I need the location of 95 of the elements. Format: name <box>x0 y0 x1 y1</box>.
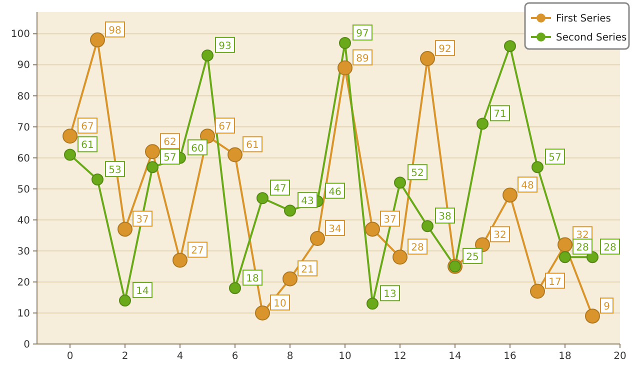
point <box>532 161 544 174</box>
data-label: 47 <box>274 184 286 195</box>
data-label: 27 <box>191 246 204 257</box>
y-tick-label: 100 <box>10 29 30 40</box>
data-label: 14 <box>136 286 149 298</box>
data-label: 93 <box>218 40 232 52</box>
point <box>585 308 600 324</box>
y-tick-label: 80 <box>17 91 30 102</box>
data-label: 9 <box>604 302 610 313</box>
x-tick-label: 2 <box>122 351 128 362</box>
point <box>64 148 76 161</box>
x-tick-label: 20 <box>614 351 626 362</box>
data-label: 57 <box>548 152 562 164</box>
data-label: 98 <box>108 25 122 36</box>
y-tick-label: 10 <box>17 308 30 320</box>
data-label: 60 <box>191 143 204 154</box>
data-label: 97 <box>356 28 369 40</box>
x-tick-label: 12 <box>394 351 406 362</box>
data-label: 62 <box>164 137 176 148</box>
data-label: 61 <box>81 140 94 152</box>
data-label: 37 <box>136 214 149 226</box>
data-label: 21 <box>301 264 314 276</box>
data-label: 67 <box>81 122 94 133</box>
y-tick-label: 40 <box>17 215 30 226</box>
data-label: 43 <box>301 196 314 208</box>
data-label: 71 <box>494 109 506 120</box>
point <box>228 147 242 162</box>
point <box>172 252 188 268</box>
point <box>119 294 131 307</box>
data-label: 48 <box>521 180 534 192</box>
point <box>559 251 571 264</box>
point <box>146 161 158 174</box>
y-tick-label: 0 <box>24 340 30 350</box>
point <box>145 144 160 160</box>
point <box>339 37 351 50</box>
point <box>366 298 378 310</box>
data-label: 46 <box>328 186 342 198</box>
data-label: 25 <box>466 252 479 263</box>
point <box>255 305 270 320</box>
point <box>62 128 78 144</box>
y-tick-label: 20 <box>17 277 30 288</box>
data-label: 57 <box>164 152 176 164</box>
data-label: 32 <box>494 230 506 242</box>
data-label: 38 <box>438 212 452 223</box>
data-label: 89 <box>356 53 369 64</box>
legend-label: First Series <box>556 14 611 24</box>
y-tick-label: 60 <box>17 153 30 164</box>
point <box>420 51 435 66</box>
point <box>394 176 406 189</box>
y-tick-label: 90 <box>17 60 30 72</box>
point <box>282 271 298 286</box>
x-tick-label: 10 <box>338 351 352 362</box>
point <box>90 32 105 48</box>
point <box>504 40 516 52</box>
data-label: 67 <box>218 122 232 133</box>
point <box>284 204 296 217</box>
point <box>338 60 352 76</box>
data-label: 28 <box>411 242 424 254</box>
point <box>502 188 518 203</box>
y-tick-label: 70 <box>17 122 30 134</box>
x-tick-label: 14 <box>448 351 462 362</box>
point <box>118 222 132 237</box>
data-label: 92 <box>438 44 452 56</box>
data-label: 18 <box>246 274 259 285</box>
point <box>392 250 408 265</box>
x-tick-label: 0 <box>66 351 74 362</box>
point <box>92 174 104 186</box>
point <box>422 220 434 232</box>
point <box>229 282 241 294</box>
x-tick-label: 8 <box>286 351 294 362</box>
y-tick-label: 50 <box>17 184 30 196</box>
data-label: 37 <box>384 214 396 226</box>
point <box>530 284 545 299</box>
data-label: 28 <box>576 242 589 254</box>
data-label: 32 <box>576 230 589 242</box>
x-tick-label: 6 <box>232 351 238 362</box>
point <box>310 231 325 246</box>
x-tick-label: 18 <box>558 351 572 362</box>
point <box>558 237 572 252</box>
data-label: 28 <box>604 242 616 254</box>
x-tick-label: 16 <box>504 351 516 362</box>
point <box>202 49 214 62</box>
data-label: 52 <box>411 168 424 180</box>
y-tick-label: 30 <box>17 246 30 258</box>
x-tick-label: 4 <box>176 351 184 362</box>
point <box>365 222 380 237</box>
data-label: 13 <box>384 289 396 300</box>
data-label: 61 <box>246 140 259 152</box>
data-label: 53 <box>108 165 122 176</box>
point <box>476 118 488 130</box>
data-label: 10 <box>274 298 286 310</box>
data-label: 17 <box>548 276 562 288</box>
legend-label: Second Series <box>556 32 627 44</box>
data-label: 34 <box>328 224 342 236</box>
point <box>256 192 268 204</box>
